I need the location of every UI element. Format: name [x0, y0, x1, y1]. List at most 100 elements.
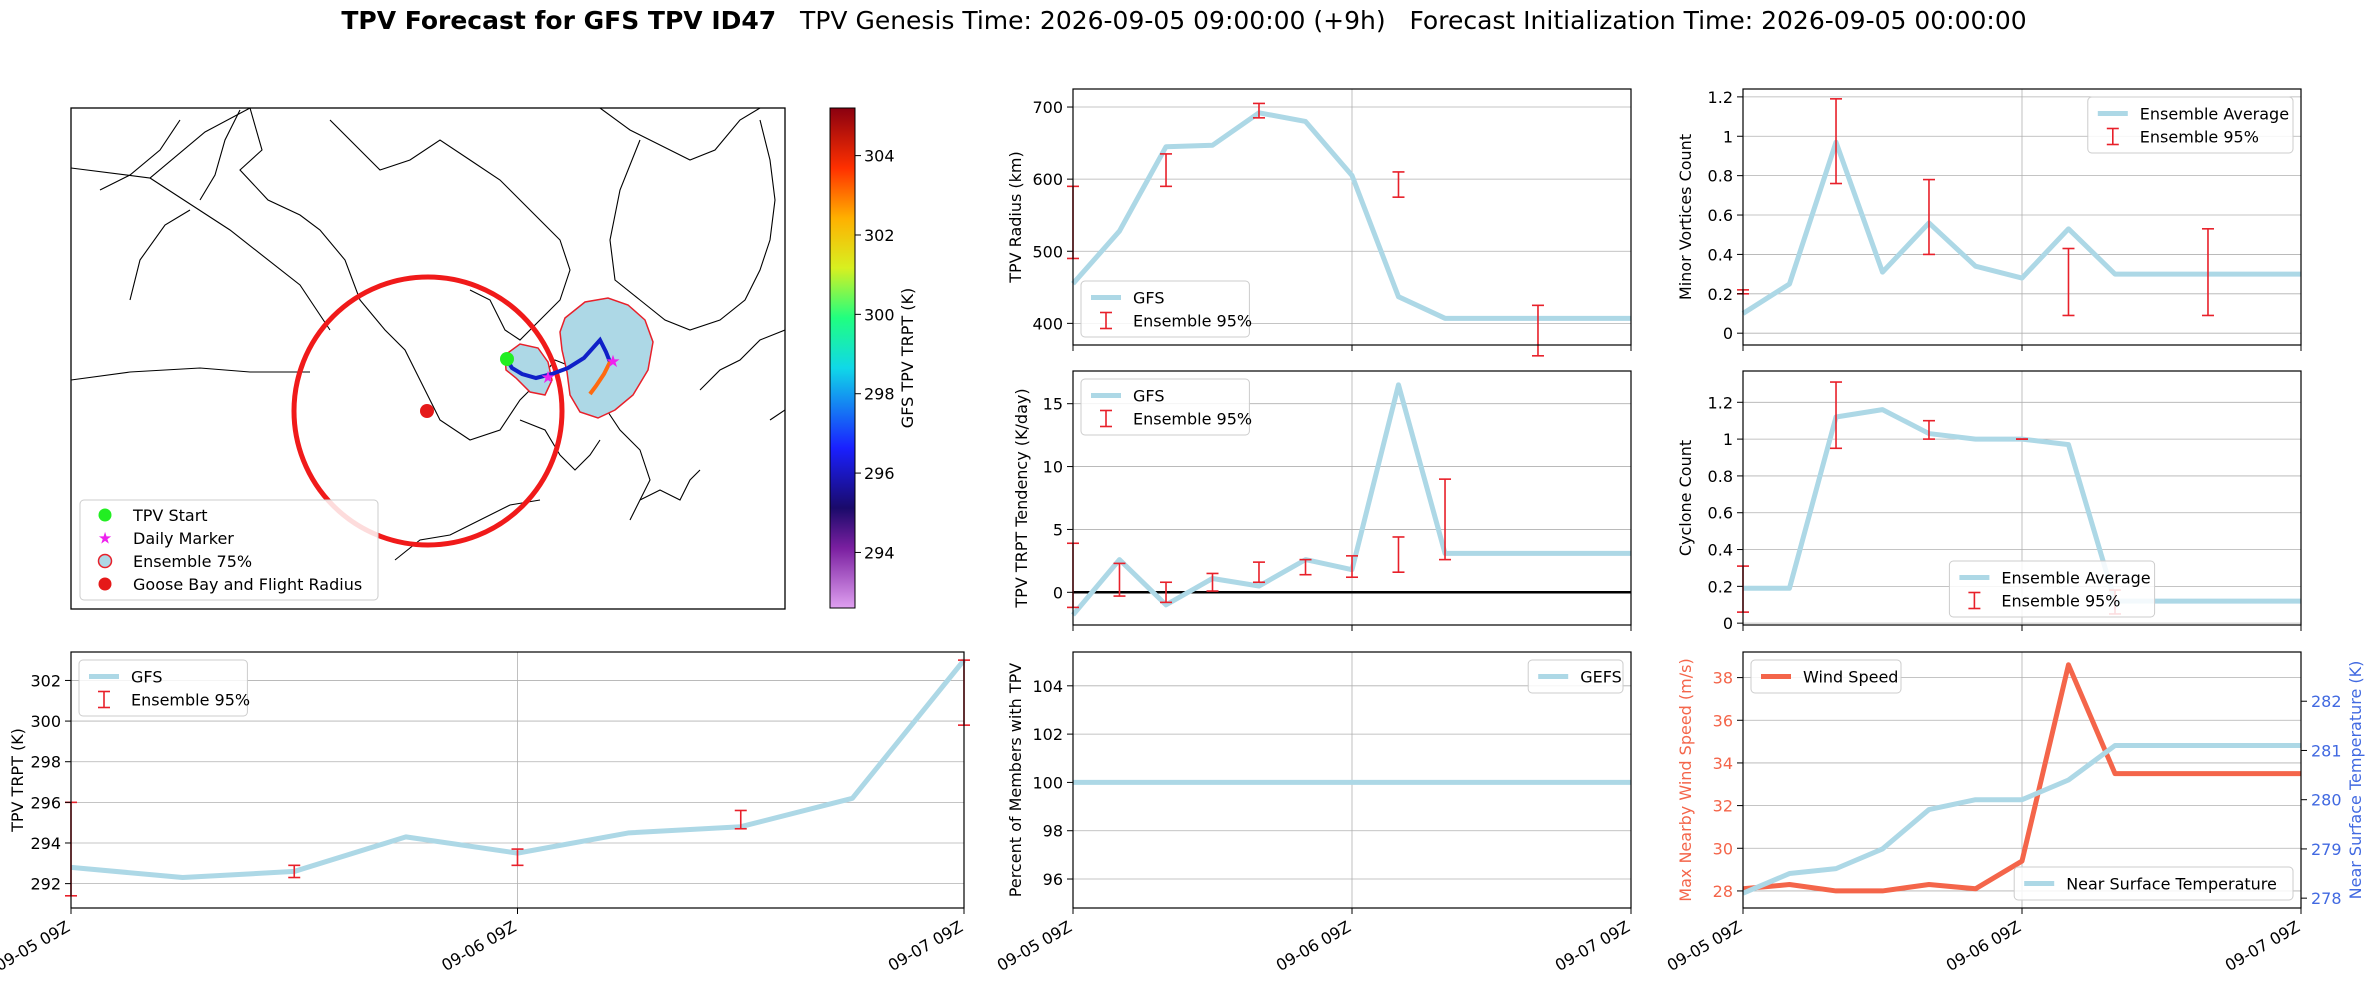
legend-label: GFS — [131, 668, 162, 687]
coastline-bering — [99, 119, 181, 191]
map-panel: ★ ★ TPV Start ★ Daily Marker Ensemble 75… — [70, 107, 917, 610]
goose-bay-marker — [420, 404, 434, 418]
tpv-track-line — [504, 336, 612, 381]
goose-bay-radius-circle — [291, 274, 565, 548]
tpv-track-line-late — [588, 361, 612, 396]
legend: GFS Ensemble 95% — [78, 659, 250, 717]
x-tick-label: 09-05 09Z — [0, 917, 73, 975]
y-tick-label: 302 — [30, 671, 61, 690]
y-tick-label: 298 — [30, 753, 61, 772]
chart-trpt-tendency: 0 5 10 15 TPV TRPT Tendency (K/day) GFS Ensemb… — [1012, 370, 1632, 631]
coastline-west — [129, 209, 191, 301]
y-tick-label: 700 — [1032, 98, 1063, 117]
y-tick-label: 0 — [1723, 324, 1733, 343]
map-frame — [70, 107, 786, 610]
y-tick-label: 30 — [1713, 839, 1733, 858]
y-tick-label: 15 — [1043, 395, 1063, 414]
chart-wind-temperature: 28 30 32 34 36 38 278 279 280 281 282 09-05 09Z 09-0… — [1664, 651, 2365, 975]
map-legend-box — [79, 499, 379, 601]
series-line-0 — [1742, 662, 2301, 894]
coastline-east — [769, 409, 785, 421]
legend-label: GFS — [1133, 289, 1164, 308]
legend-daily-marker-label: Daily Marker — [133, 529, 234, 548]
y-tick-label: 292 — [30, 875, 61, 894]
legend-label: Ensemble 95% — [1133, 312, 1252, 331]
legend: GEFS — [1527, 659, 1624, 694]
legend-ensemble-75-label: Ensemble 75% — [133, 552, 252, 571]
y-tick-label-right: 279 — [2311, 840, 2342, 859]
y-tick-label: 104 — [1032, 677, 1063, 696]
y-tick-label: 0.4 — [1708, 245, 1733, 264]
daily-marker-2: ★ — [605, 352, 620, 372]
y-tick-label: 32 — [1713, 797, 1733, 816]
y-tick-label: 0 — [1053, 583, 1063, 602]
y-tick-label: 296 — [30, 793, 61, 812]
y-axis-label: TPV Radius (km) — [1006, 151, 1025, 284]
y-tick-label-right: 280 — [2311, 791, 2342, 810]
title-main: TPV Forecast for GFS TPV ID47 — [341, 6, 777, 35]
legend-box — [2013, 866, 2294, 901]
ensemble-75-area-west — [504, 343, 553, 396]
chart-minor-vortices: 0 0.2 0.4 0.6 0.8 1 1.2 Minor Vortices Count Ens… — [1676, 88, 2302, 351]
y-tick-label-right: 278 — [2311, 889, 2342, 908]
x-tick-label: 09-06 09Z — [1943, 917, 2024, 975]
y-tick-label: 98 — [1043, 822, 1063, 841]
border-canada — [149, 177, 331, 331]
legend-box — [1750, 659, 1902, 694]
y-tick-label: 28 — [1713, 882, 1733, 901]
legend-goose-bay-label: Goose Bay and Flight Radius — [133, 575, 362, 594]
chart-cyclone-count: 0 0.2 0.4 0.6 0.8 1 1.2 Cyclone Count Ensemble A… — [1676, 370, 2302, 633]
colorbar-tick-label: 302 — [864, 226, 895, 245]
x-tick-label: 09-07 09Z — [2222, 917, 2303, 975]
legend-label: Ensemble 95% — [2001, 592, 2120, 611]
y-axis-label: TPV TRPT Tendency (K/day) — [1012, 388, 1031, 608]
coastline-greenland — [609, 119, 776, 331]
y-axis-label: Percent of Members with TPV — [1006, 663, 1025, 897]
legend-goose-bay-icon — [98, 577, 112, 591]
colorbar-tick-label: 298 — [864, 385, 895, 404]
legend-label: Ensemble Average — [2140, 105, 2289, 124]
coastline-scandinavia — [699, 329, 785, 391]
title-init: Forecast Initialization Time: 2026-09-05… — [1409, 6, 2027, 35]
legend-box — [78, 659, 248, 717]
y-axis-label: Max Nearby Wind Speed (m/s) — [1676, 658, 1695, 901]
y-tick-label: 1.2 — [1708, 88, 1733, 107]
legend-label: Ensemble 95% — [1133, 410, 1252, 429]
coastline-labrador — [519, 419, 601, 471]
y-tick-label: 0.6 — [1708, 206, 1733, 225]
coastline-yukon — [199, 109, 241, 201]
y-tick-label: 34 — [1713, 754, 1733, 773]
y-tick-label: 0.6 — [1708, 504, 1733, 523]
y-tick-label: 102 — [1032, 725, 1063, 744]
legend: Near Surface Temperature — [2013, 866, 2294, 901]
chart-tpv-radius: 400 500 600 700 TPV Radius (km) GFS Ensemble 9… — [1006, 88, 1632, 357]
legend-box — [1080, 378, 1250, 436]
y-tick-label: 0 — [1723, 614, 1733, 633]
colorbar-tick-label: 300 — [864, 305, 895, 324]
y-tick-label: 5 — [1053, 520, 1063, 539]
legend-label: Ensemble Average — [2001, 569, 2150, 588]
border-us-canada — [71, 367, 310, 381]
y-tick-label: 294 — [30, 834, 61, 853]
y-tick-label: 1 — [1723, 430, 1733, 449]
y-tick-label: 1 — [1723, 127, 1733, 146]
y-tick-label: 300 — [30, 712, 61, 731]
x-tick-label: 09-07 09Z — [1552, 917, 1633, 975]
y-tick-label: 0.4 — [1708, 541, 1733, 560]
legend-box — [2087, 96, 2294, 154]
legend-label: Near Surface Temperature — [2066, 875, 2277, 894]
legend-tpv-start-label: TPV Start — [132, 506, 208, 525]
y-tick-label-right: 281 — [2311, 741, 2342, 760]
legend: GFS Ensemble 95% — [1080, 280, 1252, 338]
title-genesis: TPV Genesis Time: 2026-09-05 09:00:00 (+… — [800, 6, 1386, 35]
legend: Ensemble Average Ensemble 95% — [1948, 560, 2156, 618]
y-tick-label-right: 282 — [2311, 692, 2342, 711]
daily-marker-1: ★ — [540, 368, 555, 388]
legend-label: GEFS — [1580, 668, 1622, 687]
coastline-greenland-north — [599, 108, 761, 161]
legend-box — [1948, 560, 2156, 618]
legend-box — [1527, 659, 1624, 694]
x-tick-label: 09-06 09Z — [438, 917, 519, 975]
y-tick-label: 400 — [1032, 314, 1063, 333]
